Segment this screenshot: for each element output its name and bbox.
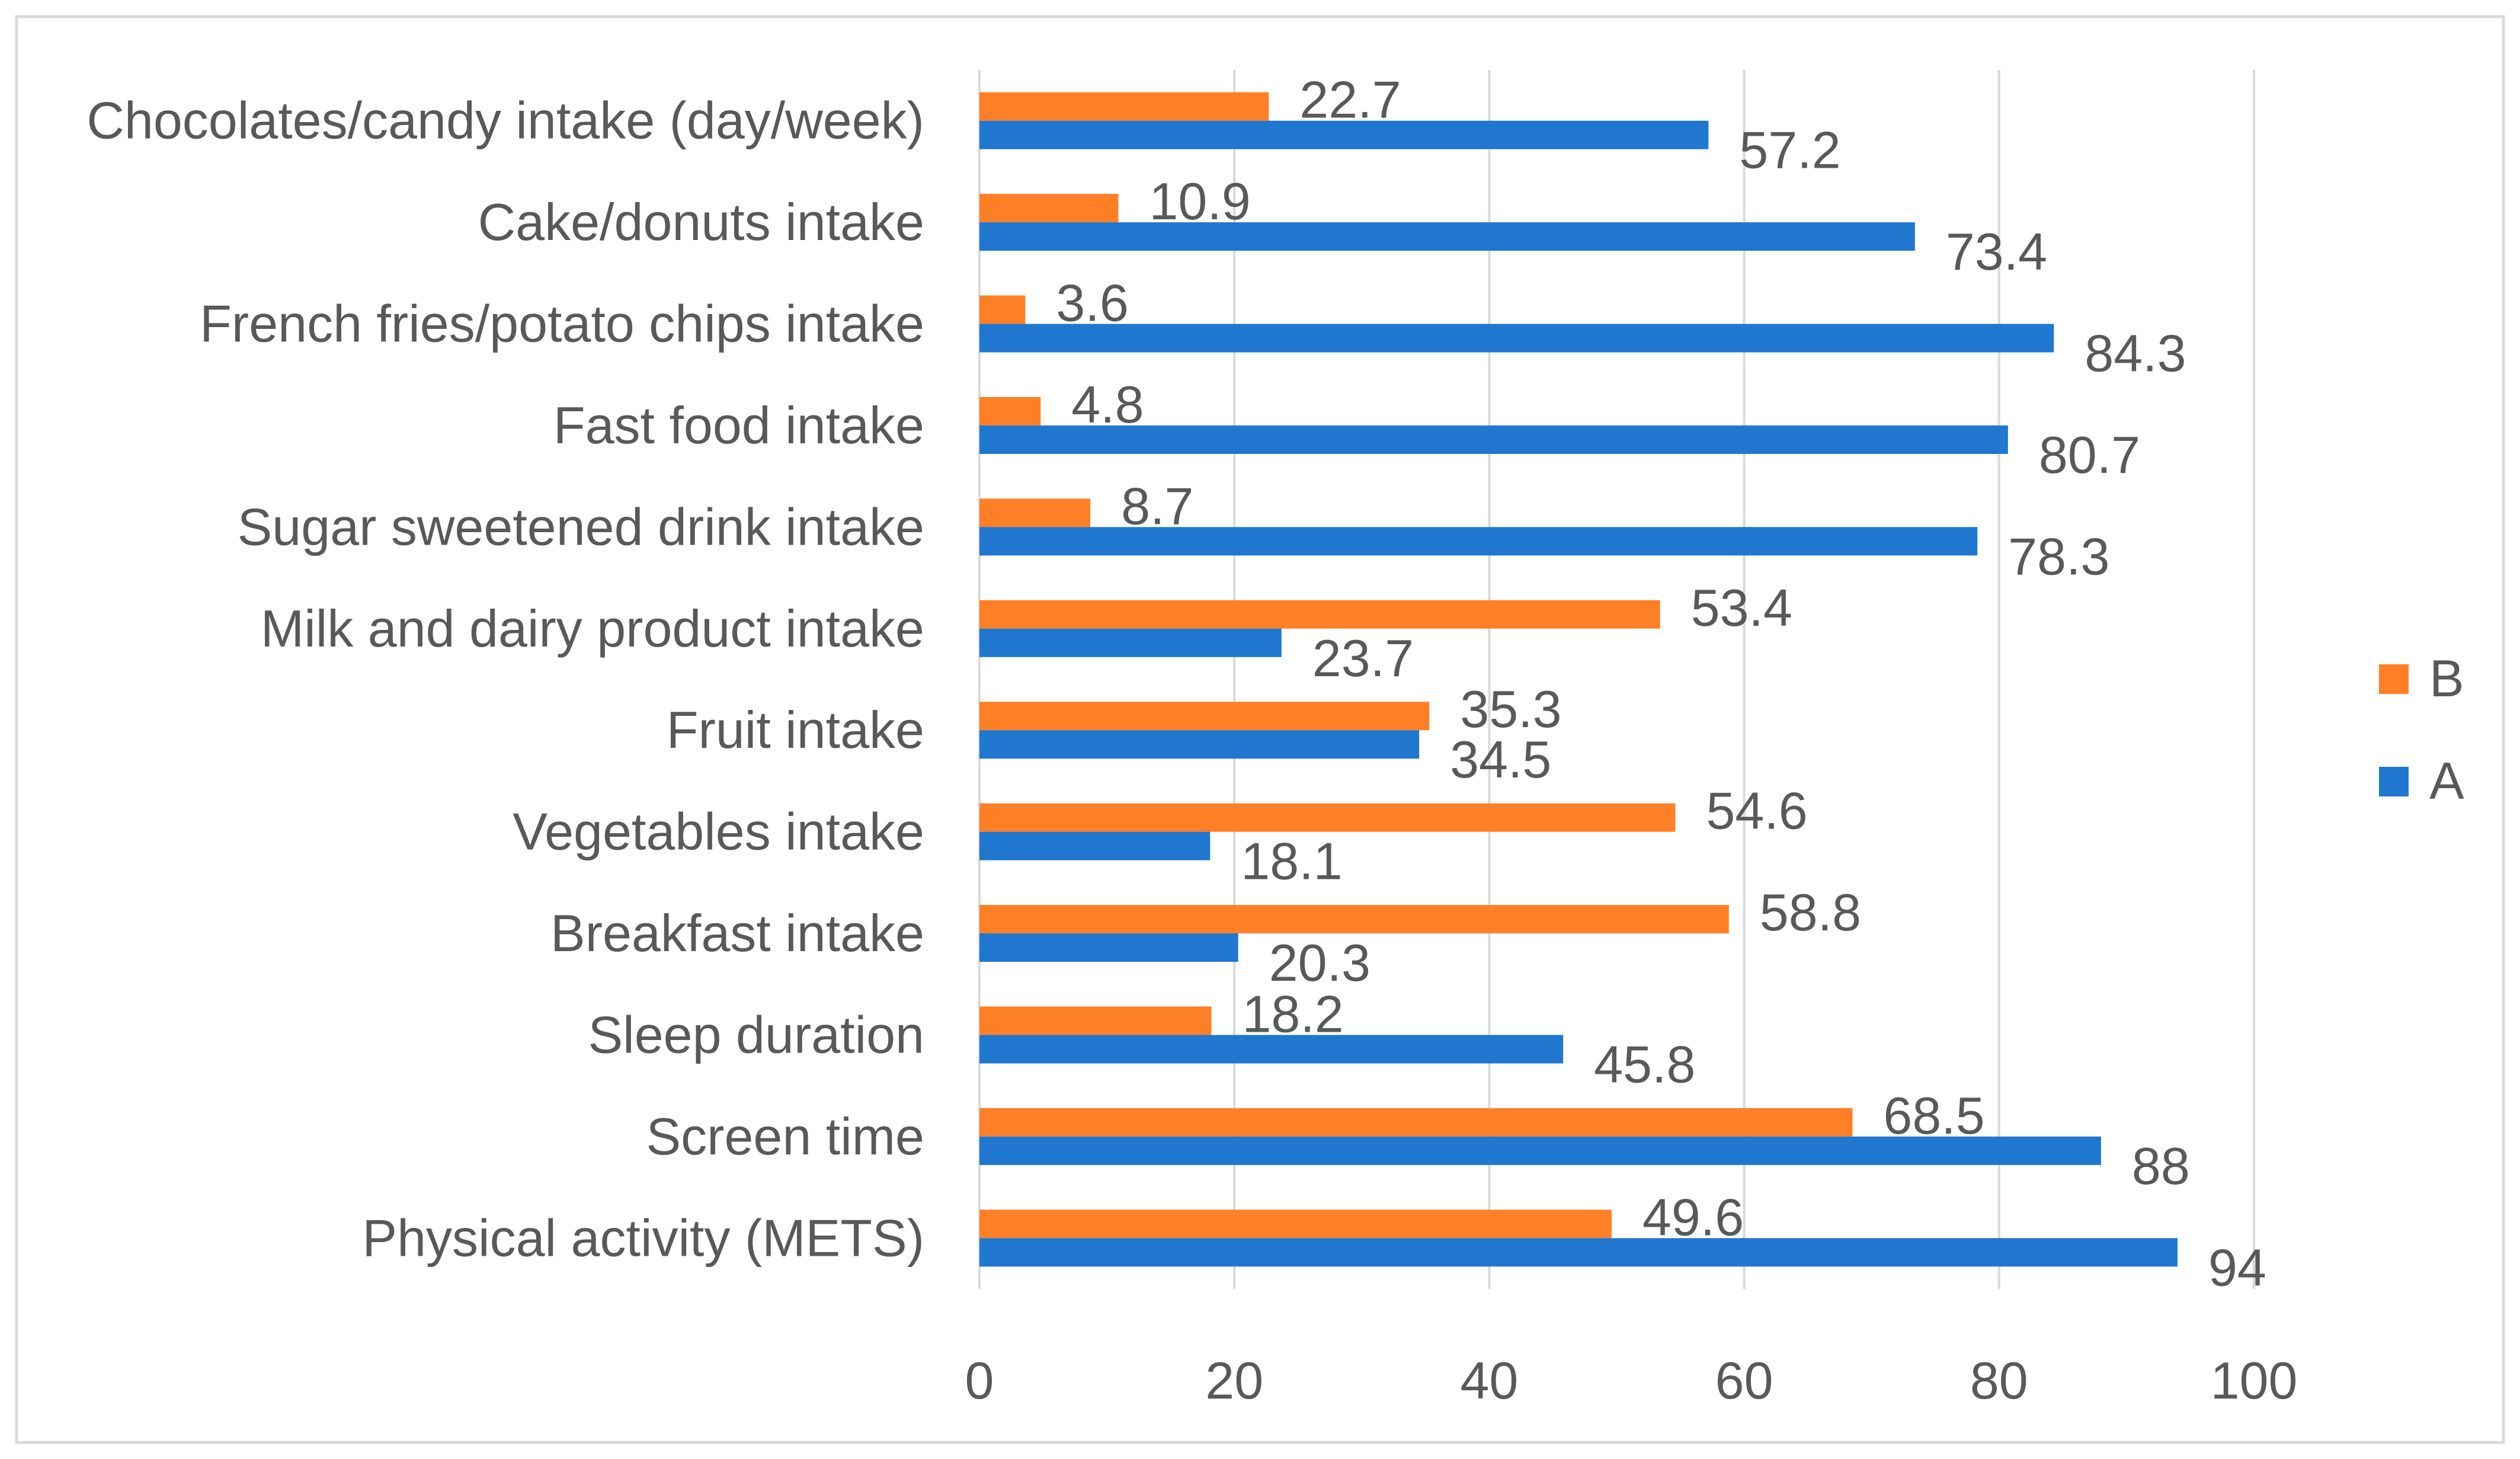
category-label-physical-activity-mets: Physical activity (METS) [362,1208,924,1267]
bar-a-breakfast-intake [979,933,1238,962]
data-label-b-breakfast-intake: 58.8 [1760,883,1861,942]
data-label-a-breakfast-intake: 20.3 [1269,933,1371,992]
data-label-a-sugar-sweetened-drink-intake: 78.3 [2008,527,2109,585]
data-label-b-chocolates-candy-intake-day-week: 22.7 [1299,71,1401,129]
data-label-a-chocolates-candy-intake-day-week: 57.2 [1739,121,1840,180]
category-label-fast-food-intake: Fast food intake [553,396,924,455]
data-label-a-fruit-intake: 34.5 [1450,730,1551,789]
data-label-b-screen-time: 68.5 [1883,1086,1984,1145]
bar-a-milk-and-dairy-product-intake [979,628,1282,657]
legend-label-a: A [2429,751,2464,810]
data-label-b-milk-and-dairy-product-intake: 53.4 [1691,578,1792,637]
bar-a-screen-time [979,1136,2101,1165]
data-label-a-sleep-duration: 45.8 [1594,1035,1695,1093]
category-label-french-fries-potato-chips-intake: French fries/potato chips intake [200,295,924,353]
bar-b-physical-activity-mets [979,1210,1612,1239]
bar-b-breakfast-intake [979,905,1729,934]
category-label-vegetables-intake: Vegetables intake [513,802,924,861]
bar-a-sleep-duration [979,1035,1564,1064]
bars [979,92,2178,1267]
category-label-chocolates-candy-intake-day-week: Chocolates/candy intake (day/week) [87,91,924,150]
legend-swatch-a [2379,767,2409,796]
data-label-a-french-fries-potato-chips-intake: 84.3 [2084,324,2186,383]
x-tick-label-40: 40 [1460,1351,1518,1410]
x-tick-label-60: 60 [1715,1351,1773,1410]
data-labels: 22.7 57.2 10.9 73.4 3.6 84.3 4.8 80.7 8.7 78.3 53.… [1056,71,2266,1297]
data-label-a-screen-time: 88 [2132,1137,2190,1195]
x-tick-label-80: 80 [1970,1351,2028,1410]
data-label-a-physical-activity-mets: 94 [2208,1238,2266,1297]
data-label-b-vegetables-intake: 54.6 [1706,782,1807,840]
category-label-breakfast-intake: Breakfast intake [550,904,924,962]
category-label-screen-time: Screen time [646,1107,924,1166]
data-label-b-fast-food-intake: 4.8 [1071,375,1144,434]
bar-a-fast-food-intake [979,425,2008,454]
bar-b-screen-time [979,1108,1853,1137]
category-label-sugar-sweetened-drink-intake: Sugar sweetened drink intake [238,497,924,556]
data-label-a-cake-donuts-intake: 73.4 [1946,222,2047,281]
legend-label-b: B [2429,649,2464,708]
data-label-b-physical-activity-mets: 49.6 [1642,1188,1744,1246]
legend-swatch-b [2379,664,2409,694]
bar-b-fast-food-intake [979,396,1041,425]
category-axis: Chocolates/candy intake (day/week) Cake/d… [87,91,924,1268]
category-label-sleep-duration: Sleep duration [588,1005,924,1064]
data-label-b-sugar-sweetened-drink-intake: 8.7 [1121,476,1193,535]
category-label-milk-and-dairy-product-intake: Milk and dairy product intake [261,599,924,658]
x-tick-label-100: 100 [2211,1351,2298,1410]
bar-b-cake-donuts-intake [979,194,1119,223]
bar-a-cake-donuts-intake [979,222,1915,251]
bar-b-chocolates-candy-intake-day-week [979,92,1269,121]
x-tick-label-20: 20 [1205,1351,1263,1410]
bar-a-vegetables-intake [979,831,1211,860]
bar-b-fruit-intake [979,702,1430,731]
gridlines [978,70,2255,1289]
legend: BA [2379,649,2464,810]
bar-a-physical-activity-mets [979,1238,2178,1267]
bar-b-french-fries-potato-chips-intake [979,295,1026,324]
x-tick-label-0: 0 [965,1351,994,1410]
data-label-b-cake-donuts-intake: 10.9 [1149,172,1250,231]
category-label-fruit-intake: Fruit intake [667,700,924,759]
data-label-b-fruit-intake: 35.3 [1460,680,1561,738]
bar-a-chocolates-candy-intake-day-week [979,120,1709,149]
data-label-a-milk-and-dairy-product-intake: 23.7 [1312,629,1414,687]
bar-b-sugar-sweetened-drink-intake [979,498,1091,527]
bar-a-fruit-intake [979,730,1420,759]
category-label-cake-donuts-intake: Cake/donuts intake [478,193,924,251]
data-label-a-vegetables-intake: 18.1 [1241,832,1342,891]
data-label-b-french-fries-potato-chips-intake: 3.6 [1056,274,1128,332]
bar-b-sleep-duration [979,1006,1212,1035]
data-label-b-sleep-duration: 18.2 [1242,984,1343,1043]
bar-b-vegetables-intake [979,803,1676,832]
bar-a-sugar-sweetened-drink-intake [979,527,1978,556]
data-label-a-fast-food-intake: 80.7 [2039,425,2140,484]
bar-a-french-fries-potato-chips-intake [979,324,2054,353]
value-axis: 0 20 40 60 80 100 [965,1351,2298,1410]
bar-b-milk-and-dairy-product-intake [979,600,1660,629]
